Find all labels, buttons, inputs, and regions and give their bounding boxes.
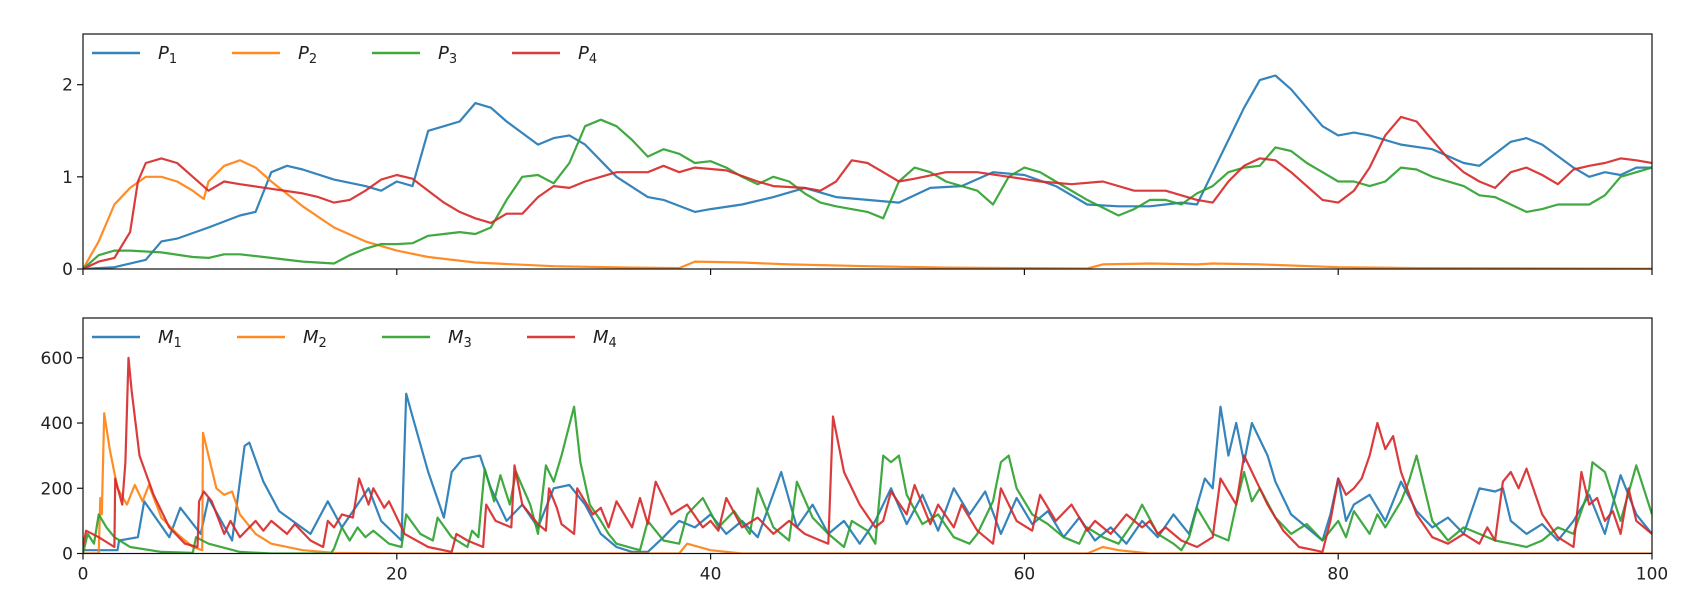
legend-label: P1 [158, 43, 177, 67]
x-tick-label: 20 [386, 565, 408, 585]
legend-item-p2: P2 [232, 43, 317, 67]
y-tick-label: 200 [41, 479, 73, 499]
x-tick-label: 60 [1014, 565, 1036, 585]
legend: P1 P2 P3 P4 [92, 43, 597, 67]
legend-label: M4 [593, 327, 617, 351]
axes-frame [82, 33, 1653, 270]
legend-label: M1 [158, 327, 182, 351]
legend-item-m4: M4 [527, 327, 617, 351]
legend-label: P4 [578, 43, 597, 67]
x-tick-label: 0 [78, 565, 89, 585]
series-line-p2 [83, 159, 1652, 269]
y-tick-label: 2 [62, 76, 73, 96]
series-line-m4 [83, 356, 1652, 553]
series-line-p4 [83, 115, 1652, 269]
y-tick-label: 400 [41, 414, 73, 434]
y-tick-label: 1 [62, 168, 73, 188]
top-panel-p: 0 1 2 P1 P2 P3 P4 [62, 33, 1653, 280]
legend-label: M2 [303, 327, 327, 351]
series-line-p3 [83, 118, 1652, 269]
x-tick-label: 40 [700, 565, 722, 585]
legend-label: M3 [448, 327, 472, 351]
legend-label: P2 [298, 43, 317, 67]
legend-label: P3 [438, 43, 457, 67]
legend-item-m1: M1 [92, 327, 182, 351]
axes-frame [82, 317, 1653, 555]
x-tick-label: 100 [1636, 565, 1668, 585]
y-tick-label: 0 [62, 545, 73, 565]
series-line-m3 [83, 405, 1652, 554]
x-tick-label: 80 [1327, 565, 1349, 585]
legend-item-m2: M2 [237, 327, 327, 351]
legend-item-m3: M3 [382, 327, 472, 351]
series-group [83, 356, 1652, 554]
series-line-m2 [83, 412, 1652, 554]
series-group [83, 74, 1652, 269]
y-tick-label: 0 [62, 260, 73, 280]
legend-item-p4: P4 [512, 43, 597, 67]
bottom-panel-m: 0 20 40 60 80 100 0 200 400 600 M1 M2 M3 M4 [41, 317, 1668, 585]
legend: M1 M2 M3 M4 [92, 327, 617, 351]
series-line-p1 [83, 74, 1652, 269]
legend-item-p1: P1 [92, 43, 177, 67]
y-tick-label: 600 [41, 349, 73, 369]
series-line-m1 [83, 392, 1652, 553]
legend-item-p3: P3 [372, 43, 457, 67]
